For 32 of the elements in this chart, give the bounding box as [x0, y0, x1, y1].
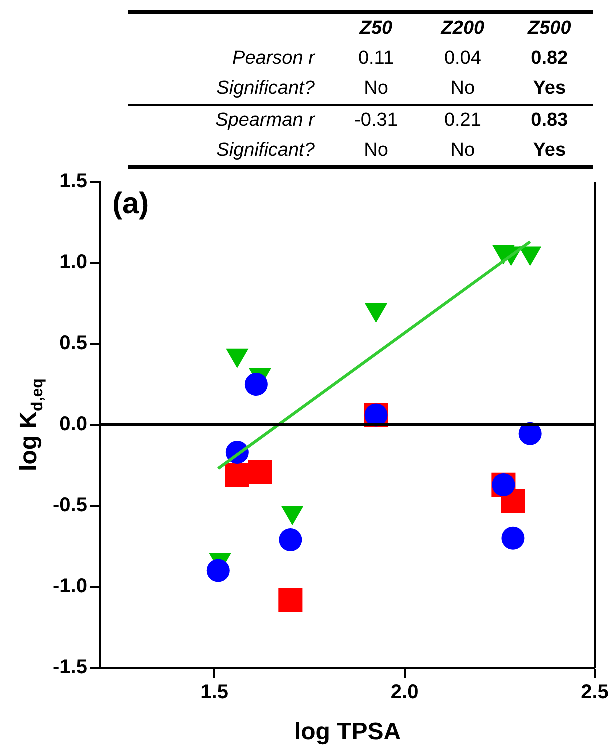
x-axis-title: log TPSA [294, 718, 402, 746]
text: 0.21 [420, 105, 506, 136]
text: Z200 [420, 12, 506, 43]
text: Yes [506, 136, 593, 167]
y-tick-label: 1.5 [60, 170, 88, 193]
x-tick-label: 2.0 [390, 682, 419, 704]
y-tick-label: 0.5 [60, 332, 88, 355]
y-tick-label: -0.5 [52, 494, 88, 517]
text: Z500 [506, 12, 593, 43]
text: Significant? [216, 77, 316, 101]
y-tick-label: 0.0 [60, 414, 88, 436]
text: No [420, 136, 506, 167]
text: Significant? [128, 136, 333, 167]
text: 0.83 [506, 105, 593, 136]
text: 0.82 [530, 46, 570, 70]
text: Spearman r [128, 105, 333, 136]
y-tick-label: 1.0 [60, 252, 88, 274]
text: 0.04 [443, 46, 482, 70]
y-axis-title: log Kd,eq [16, 378, 46, 472]
text: -0.31 [332, 105, 420, 136]
text: No [363, 77, 390, 101]
text: Pearson r [232, 46, 316, 70]
annotation: (a) [112, 187, 150, 220]
x-tick-label: 1.5 [200, 682, 228, 704]
text: No [332, 136, 420, 167]
text: 0.11 [357, 46, 396, 70]
y-tick-label: -1.5 [52, 656, 88, 679]
x-tick-label: 2.5 [581, 682, 609, 704]
y-tick-label: -1.0 [52, 576, 88, 598]
text: No [450, 77, 476, 101]
text: Yes [532, 77, 568, 101]
text: Z50 [332, 12, 420, 43]
